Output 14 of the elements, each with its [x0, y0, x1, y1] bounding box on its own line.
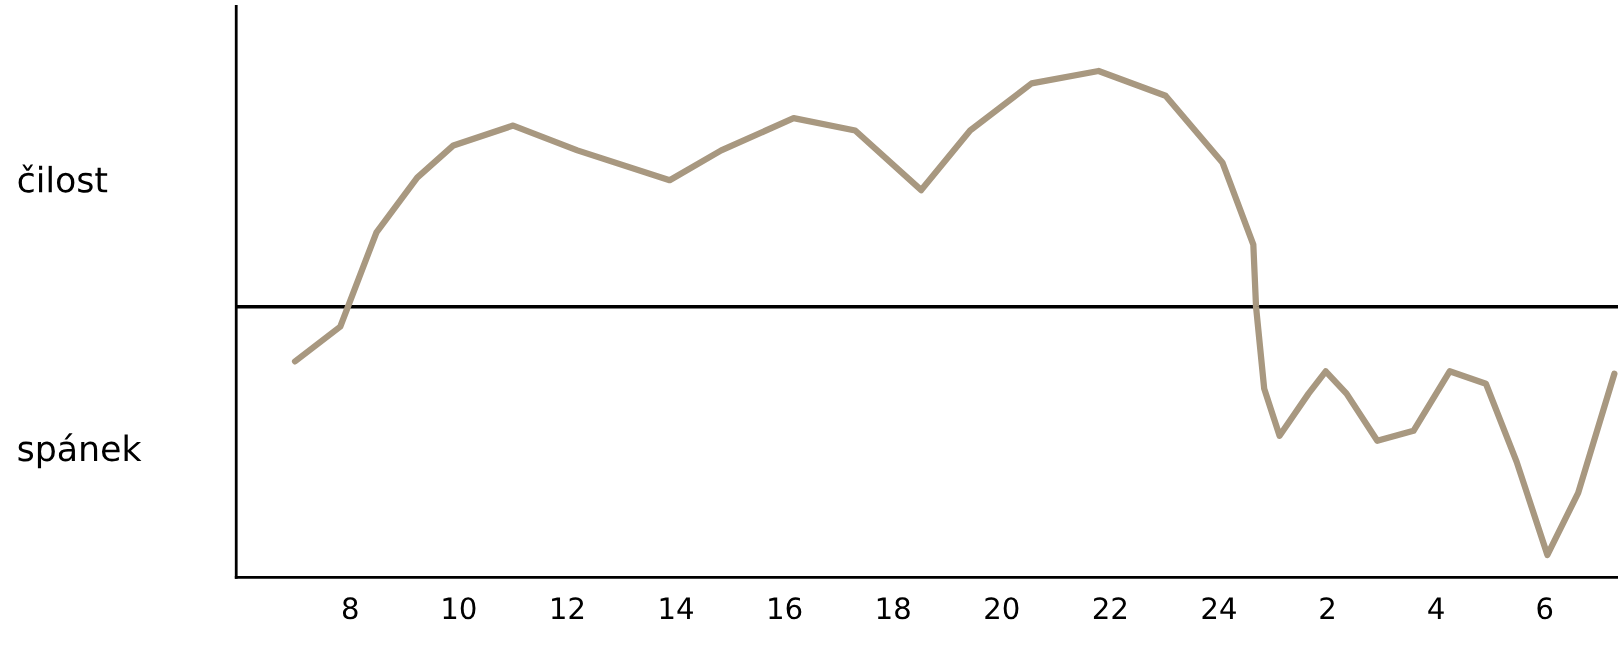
x-tick-label: 2: [1320, 597, 1334, 619]
x-tick-label: 6: [1537, 597, 1553, 620]
text: čilost: [18, 164, 108, 193]
x-tick-label: 4: [1428, 597, 1444, 619]
x-tick-label: 8: [342, 597, 358, 620]
x-tick-label: 12: [552, 597, 584, 619]
x-tick-label: 16: [769, 597, 802, 620]
text: spánek: [18, 433, 142, 469]
x-tick-label: 14: [660, 597, 693, 619]
x-tick-label: 18: [877, 597, 910, 620]
x-tick-label: 22: [1093, 597, 1126, 619]
x-tick-label: 20: [985, 597, 1019, 620]
x-tick-label: 24: [1202, 597, 1236, 619]
x-tick-label: 10: [443, 597, 476, 620]
